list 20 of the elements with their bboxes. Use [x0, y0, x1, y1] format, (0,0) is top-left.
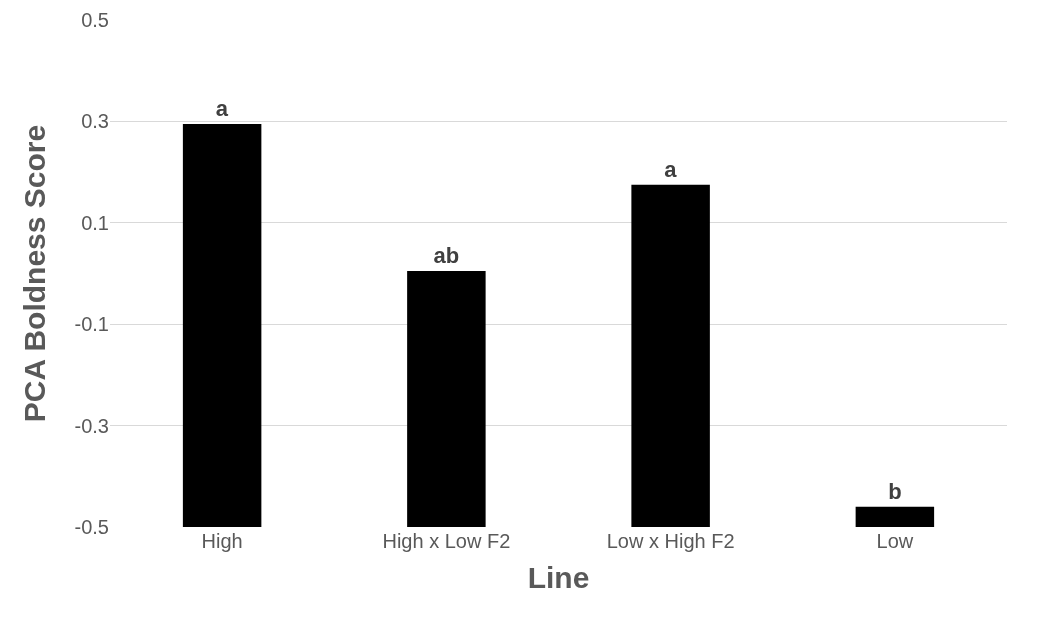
- x-tick-label: Low x High F2: [606, 530, 735, 552]
- data-label: a: [215, 95, 229, 121]
- bar: [631, 184, 710, 527]
- y-tick-label: 0.3: [81, 110, 109, 133]
- x-tick-label: High x Low F2: [382, 530, 511, 552]
- y-tick-label: 0.5: [81, 9, 109, 31]
- y-tick-label: -0.3: [74, 414, 109, 437]
- bar: [182, 123, 262, 527]
- data-label: a: [664, 156, 678, 182]
- y-tick-label: -0.1: [74, 313, 109, 336]
- data-label: b: [888, 478, 902, 504]
- y-tick-label: 0.1: [81, 211, 109, 234]
- x-tick-label: Low: [876, 530, 914, 552]
- bar: [407, 270, 486, 527]
- y-tick-label: -0.5: [74, 516, 109, 538]
- y-axis-title: PCA Boldness Score: [17, 124, 51, 423]
- x-axis-title: Line: [527, 560, 590, 594]
- data-label: ab: [433, 242, 460, 268]
- bar: [855, 506, 935, 527]
- x-tick-label: High: [201, 530, 243, 552]
